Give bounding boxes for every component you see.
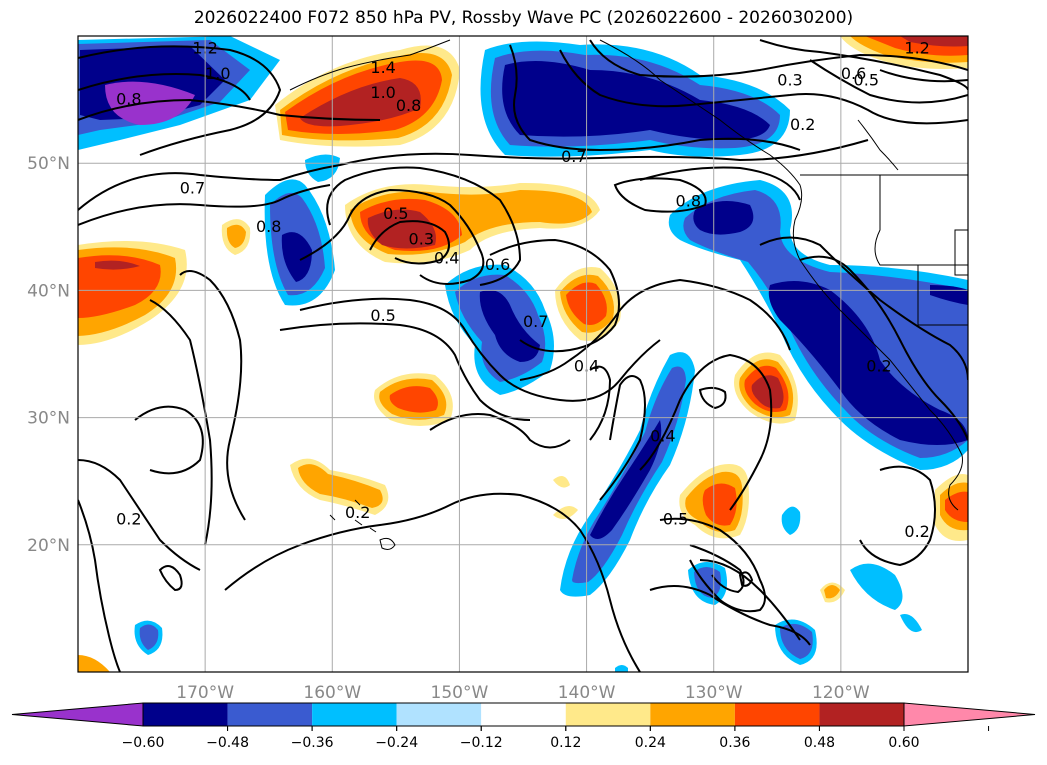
colorbar: −0.60 −0.48 −0.36 −0.24 −0.12 0.12 0.24 0.36 0.4… bbox=[11, 702, 1036, 751]
colorbar-tick-label-2: −0.36 bbox=[291, 735, 334, 751]
contour-label-27: 0.2 bbox=[904, 522, 929, 541]
colorbar-tick-label-5: 0.12 bbox=[550, 735, 581, 751]
colorbar-outline bbox=[142, 702, 905, 727]
colorbar-extend-high bbox=[903, 702, 1036, 727]
longitude-labels: 170°W 160°W 150°W 140°W 130°W 120°W bbox=[176, 683, 870, 703]
colorbar-tick-label-4: −0.12 bbox=[460, 735, 503, 751]
colorbar-tick-label-1: −0.48 bbox=[206, 735, 249, 751]
lat-label-0: 50°N bbox=[27, 154, 70, 174]
contour-label-13: 0.7 bbox=[523, 312, 548, 331]
contour-label-18: 0.5 bbox=[663, 509, 688, 528]
contour-label-19: 0.2 bbox=[345, 503, 370, 522]
contour-label-8: 0.5 bbox=[383, 204, 408, 223]
contour-label-5: 1.4 bbox=[370, 58, 395, 77]
colorbar-segment-7 bbox=[734, 703, 820, 726]
contour-label-layer: 1.21.00.80.70.81.41.00.80.50.30.4 0.60.5 0… bbox=[116, 39, 930, 541]
contour-label-15: 0.7 bbox=[561, 147, 586, 166]
colorbar-extend-low bbox=[11, 702, 144, 727]
contour-label-3: 0.7 bbox=[180, 179, 205, 198]
plot-frame bbox=[77, 35, 969, 673]
latitude-labels: 50°N 40°N 30°N 20°N bbox=[27, 154, 70, 556]
lon-label-5: 120°W bbox=[812, 683, 870, 703]
lon-label-1: 160°W bbox=[303, 683, 361, 703]
pv-contour-layer bbox=[78, 39, 968, 672]
contour-label-10: 0.4 bbox=[434, 249, 459, 268]
lat-label-3: 20°N bbox=[27, 536, 70, 556]
colorbar-tick-label-9: 0.60 bbox=[888, 735, 919, 751]
colorbar-tick-label-0: −0.60 bbox=[122, 735, 165, 751]
colorbar-segment-1 bbox=[227, 703, 313, 726]
lon-label-0: 170°W bbox=[176, 683, 234, 703]
colorbar-tick-label-6: 0.24 bbox=[635, 735, 666, 751]
contour-label-25: 1.2 bbox=[904, 39, 929, 58]
lon-label-4: 130°W bbox=[685, 683, 743, 703]
contour-label-26: 0.2 bbox=[866, 357, 891, 376]
colorbar-segment-6 bbox=[650, 703, 735, 726]
contour-label-24: 0.5 bbox=[854, 71, 879, 90]
contour-label-4: 0.8 bbox=[256, 217, 281, 236]
coastline-layer bbox=[289, 39, 968, 550]
contour-label-16: 0.8 bbox=[676, 191, 701, 210]
colorbar-segment-3 bbox=[396, 703, 482, 726]
contour-label-6: 1.0 bbox=[370, 83, 395, 102]
contour-label-2: 0.8 bbox=[116, 90, 141, 109]
graticule-layer bbox=[78, 36, 968, 672]
map-title: 2026022400 F072 850 hPa PV, Rossby Wave … bbox=[193, 8, 854, 28]
contour-label-9: 0.3 bbox=[409, 230, 434, 249]
contour-label-21: 0.3 bbox=[777, 71, 802, 90]
colorbar-segment-2 bbox=[312, 703, 397, 726]
lat-label-1: 40°N bbox=[27, 281, 70, 301]
pv-anomaly-fill-layer bbox=[78, 36, 968, 672]
contour-label-1: 1.0 bbox=[205, 64, 230, 83]
lon-label-3: 140°W bbox=[558, 683, 616, 703]
colorbar-tick-label-3: −0.24 bbox=[375, 735, 418, 751]
contour-label-20: 0.2 bbox=[116, 509, 141, 528]
colorbar-segment-4 bbox=[481, 703, 566, 726]
colorbar-segment-5 bbox=[565, 703, 651, 726]
colorbar-tick-label-7: 0.36 bbox=[719, 735, 750, 751]
lat-label-2: 30°N bbox=[27, 409, 70, 429]
colorbar-segment-8 bbox=[819, 703, 904, 726]
colorbar-tick-label-8: 0.48 bbox=[804, 735, 835, 751]
contour-label-22: 0.2 bbox=[790, 115, 815, 134]
lon-label-2: 150°W bbox=[431, 683, 489, 703]
contour-label-7: 0.8 bbox=[396, 96, 421, 115]
contour-label-23: 0.6 bbox=[841, 64, 866, 83]
contour-label-12: 0.5 bbox=[370, 306, 395, 325]
contour-label-11: 0.6 bbox=[485, 255, 510, 274]
colorbar-segment-0 bbox=[143, 703, 228, 726]
contour-label-17: 0.4 bbox=[650, 427, 675, 446]
